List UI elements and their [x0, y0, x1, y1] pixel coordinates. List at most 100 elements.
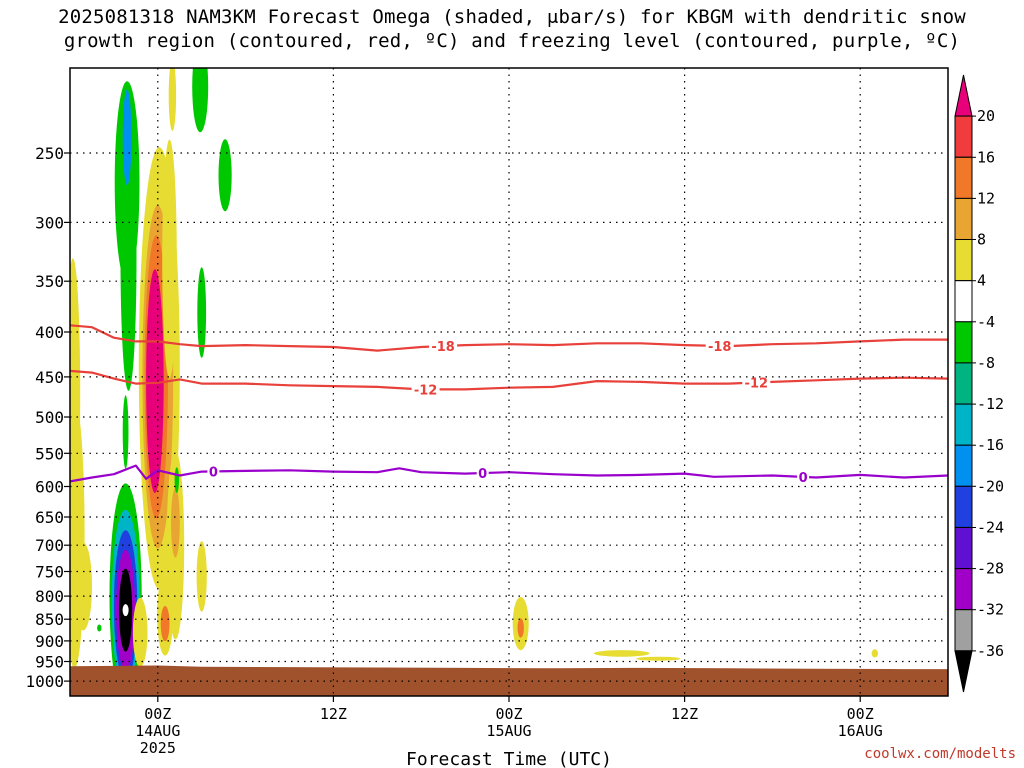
colorbar-label: -4 [977, 313, 995, 331]
dgz-contour-label-bg [742, 374, 771, 391]
dgz-contour-label-bg [429, 338, 458, 355]
omega-cell [97, 624, 102, 632]
x-tick-label: 16AUG [838, 722, 883, 740]
y-tick-label: 300 [35, 213, 64, 232]
freezing-contour-line [70, 464, 948, 483]
y-tick-label: 400 [35, 323, 64, 342]
x-tick-label: 00Z [495, 705, 522, 723]
omega-cell [218, 139, 232, 212]
colorbar-label: 12 [977, 189, 995, 207]
colorbar-swatch [954, 444, 973, 487]
colorbar-swatch [954, 156, 973, 199]
omega-cell [122, 395, 129, 469]
terrain-fill [70, 665, 948, 696]
chart-title-line1: 2025081318 NAM3KM Forecast Omega (shaded… [58, 6, 966, 28]
x-tick-label: 00Z [144, 705, 171, 723]
omega-core [122, 604, 129, 617]
freezing-contour-label: 0 [799, 471, 808, 486]
y-tick-label: 750 [35, 563, 64, 582]
colorbar-label: -16 [977, 436, 1004, 454]
omega-cell [160, 605, 170, 642]
x-tick-label: 15AUG [486, 722, 531, 740]
y-tick-label: 1000 [25, 672, 64, 691]
chart-title-line2: growth region (contoured, red, ºC) and f… [63, 30, 961, 52]
x-tick-label: 00Z [847, 705, 874, 723]
y-axis-ticks: 250 300 350 400 450 500 550 600 650 700 750 800 850 9… [25, 144, 70, 691]
freezing-contour-label-bg [207, 463, 220, 480]
omega-cell [871, 649, 878, 658]
y-tick-label: 800 [35, 587, 64, 606]
colorbar-swatch [954, 403, 973, 446]
dgz-contour-label: -12 [745, 377, 769, 392]
colorbar-label: 16 [977, 148, 995, 166]
colorbar-label: -12 [977, 395, 1004, 413]
omega-shading-layer [70, 68, 948, 696]
omega-cell [197, 267, 207, 358]
x-tick-label: 12Z [671, 705, 698, 723]
colorbar-label: -24 [977, 519, 1004, 537]
colorbar-swatch [954, 280, 973, 323]
colorbar-label: 8 [977, 231, 986, 249]
colorbar-swatch [954, 197, 973, 240]
dgz-contour-line [70, 369, 948, 391]
colorbar-label: -28 [977, 560, 1004, 578]
omega-cell [74, 542, 92, 631]
omega-cell [517, 618, 524, 638]
colorbar-label: -36 [977, 642, 1004, 660]
colorbar-legend: 20 16 12 8 4 -4 -8 -12 -16 -20 -24 -28 -32 -36 [954, 74, 1004, 693]
dgz-contour-label: -18 [708, 340, 732, 355]
omega-cell [196, 541, 207, 612]
colorbar-swatch [954, 362, 973, 405]
colorbar-label: -32 [977, 601, 1004, 619]
y-tick-label: 500 [35, 408, 64, 427]
omega-cell [174, 467, 179, 493]
freezing-contour-label-bg [476, 465, 489, 481]
x-tick-label: 12Z [320, 705, 347, 723]
y-tick-label: 250 [35, 144, 64, 163]
y-tick-label: 550 [35, 444, 64, 463]
x-axis-title: Forecast Time (UTC) [406, 749, 612, 768]
colorbar-label: 4 [977, 272, 986, 290]
omega-cell [636, 656, 681, 661]
omega-cell [162, 139, 177, 378]
colorbar-label: -20 [977, 477, 1004, 495]
credit-text: coolwx.com/modelts [864, 746, 1016, 762]
omega-cell [192, 68, 209, 133]
y-tick-label: 900 [35, 632, 64, 651]
colorbar-swatch-top [954, 74, 973, 117]
freezing-contour-label: 0 [209, 465, 218, 480]
omega-cell [593, 650, 650, 657]
colorbar-swatch-bottom [954, 650, 973, 693]
y-tick-label: 950 [35, 653, 64, 672]
omega-cell [70, 258, 81, 529]
omega-cell [146, 269, 164, 493]
colorbar-label: -8 [977, 354, 995, 372]
contour-layer: -18 -18 -12 -12 0 0 0 [70, 324, 948, 486]
colorbar-swatch [954, 568, 973, 611]
colorbar-swatch [954, 527, 973, 570]
colorbar-swatch [954, 485, 973, 528]
grid-lines [70, 68, 948, 696]
y-tick-label: 850 [35, 610, 64, 629]
y-tick-label: 350 [35, 272, 64, 291]
y-tick-label: 450 [35, 368, 64, 387]
y-tick-label: 650 [35, 508, 64, 527]
colorbar-swatch [954, 239, 973, 282]
omega-cell [171, 488, 180, 558]
colorbar-swatch [954, 115, 973, 158]
omega-cell [132, 597, 148, 668]
omega-cell [168, 68, 177, 131]
freezing-contour-label: 0 [478, 467, 487, 482]
colorbar-label: 20 [977, 107, 995, 125]
colorbar-swatch [954, 321, 973, 364]
x-tick-label: 14AUG [135, 722, 180, 740]
freezing-contour-label-bg [797, 468, 810, 485]
dgz-contour-label-bg [411, 381, 440, 398]
dgz-contour-label: -12 [414, 383, 438, 398]
dgz-contour-label: -18 [431, 340, 455, 355]
omega-cell [122, 89, 132, 186]
colorbar-swatch [954, 609, 973, 652]
x-tick-label: 2025 [140, 739, 176, 757]
